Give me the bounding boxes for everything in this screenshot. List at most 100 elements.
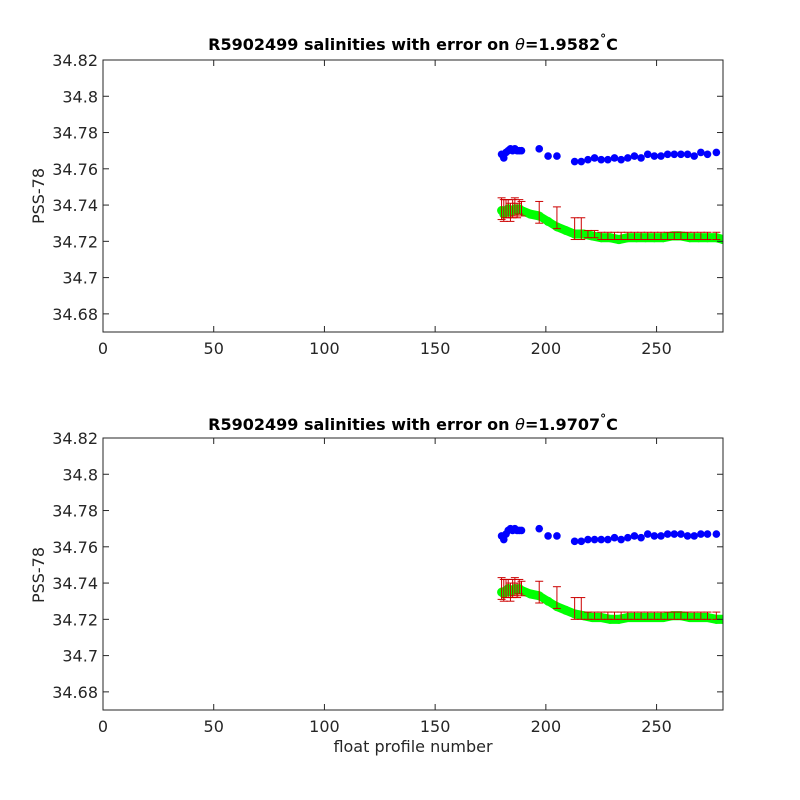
bottom-blue-point <box>657 532 665 540</box>
bottom-error-bar <box>517 580 526 597</box>
bottom-x-tick-label: 150 <box>420 717 451 736</box>
top-blue-point <box>677 150 685 159</box>
bottom-y-axis-label: PSS-78 <box>29 547 48 603</box>
bottom-chart-title: R5902499 salinities with error on θ=1.97… <box>208 412 618 434</box>
top-blue-point <box>604 155 612 164</box>
bottom-y-tick-label: 34.74 <box>52 574 98 593</box>
bottom-blue-point <box>677 530 685 538</box>
bottom-blue-point <box>637 533 645 542</box>
top-blue-point <box>670 150 679 159</box>
top-green-point <box>525 209 535 219</box>
bottom-green-point <box>694 613 704 623</box>
top-green-point <box>641 233 650 243</box>
top-blue-point <box>610 154 619 162</box>
bottom-error-bar <box>552 586 561 609</box>
top-y-tick-label: 34.76 <box>52 160 98 179</box>
bottom-x-tick-label: 250 <box>641 717 672 736</box>
bottom-error-bar <box>535 580 544 604</box>
bottom-blue-point <box>683 532 692 540</box>
top-blue-point <box>643 150 652 159</box>
bottom-blue-point <box>590 535 599 544</box>
bottom-blue-point <box>663 530 672 538</box>
bottom-blue-point <box>697 530 705 538</box>
top-blue-point <box>544 152 552 160</box>
bottom-blue-point <box>570 537 579 546</box>
top-error-bar <box>703 231 712 241</box>
top-blue-point <box>663 150 672 159</box>
top-green-point <box>632 233 642 243</box>
bottom-blue-point <box>690 532 699 540</box>
top-blue-point <box>535 145 544 153</box>
top-blue-point <box>703 150 712 159</box>
bottom-blue-point <box>544 532 552 540</box>
bottom-y-tick-label: 34.76 <box>52 538 98 557</box>
bottom-panel: 0 50 100 150 200 250 34.68 34.7 34.72 34.74 34.76 3… <box>29 412 724 756</box>
bottom-y-tick-label: 34.7 <box>62 647 98 666</box>
bottom-blue-point <box>643 530 652 538</box>
bottom-blue-point <box>650 532 659 540</box>
top-y-tick-label: 34.74 <box>52 196 98 215</box>
top-green-point <box>685 233 695 243</box>
bottom-y-tick-label: 34.68 <box>52 683 98 702</box>
bottom-green-point <box>561 605 571 615</box>
bottom-y-tick-label: 34.8 <box>62 465 98 484</box>
top-x-tick-label: 100 <box>309 339 340 358</box>
top-green-point <box>605 233 615 243</box>
top-blue-point <box>657 152 665 160</box>
top-axes-frame <box>102 59 724 333</box>
top-blue-point <box>697 148 705 157</box>
top-error-bar <box>590 229 599 239</box>
bottom-green-point <box>658 613 668 623</box>
top-y-axis-label: PSS-78 <box>29 168 48 224</box>
bottom-y-tick-label: 34.78 <box>52 502 98 521</box>
bottom-blue-point <box>617 535 625 544</box>
top-blue-point <box>637 154 645 162</box>
top-y-tick-label: 34.68 <box>52 305 98 324</box>
bottom-x-tick-label: 200 <box>531 717 562 736</box>
top-blue-point <box>683 150 692 159</box>
top-blue-point <box>577 157 586 166</box>
bottom-y-tick-label: 34.82 <box>52 429 98 448</box>
top-blue-point <box>584 155 592 164</box>
top-chart-title: R5902499 salinities with error on θ=1.95… <box>208 32 618 54</box>
top-green-point <box>561 225 571 235</box>
top-axis-ticks: 0 50 100 150 200 250 34.68 34.7 34.72 34.74 34.76 3… <box>52 51 723 358</box>
top-x-tick-label: 50 <box>204 339 224 358</box>
bottom-plot-area <box>497 524 723 624</box>
top-x-tick-label: 250 <box>641 339 672 358</box>
top-x-tick-label: 0 <box>98 339 108 358</box>
bottom-blue-point <box>670 530 679 538</box>
top-y-tick-label: 34.78 <box>52 124 98 143</box>
bottom-error-bar <box>703 611 712 620</box>
bottom-green-point <box>641 613 650 623</box>
top-x-tick-label: 150 <box>420 339 451 358</box>
top-blue-point <box>553 152 561 160</box>
top-y-tick-label: 34.82 <box>52 51 98 70</box>
top-error-bar <box>712 231 721 241</box>
top-blue-point <box>590 154 599 162</box>
bottom-blue-point <box>535 524 544 533</box>
top-error-bar <box>552 206 561 230</box>
bottom-green-point <box>685 613 695 623</box>
bottom-axes-frame <box>102 437 724 711</box>
bottom-blue-point <box>577 537 586 546</box>
bottom-x-tick-label: 50 <box>204 717 224 736</box>
top-plot-area <box>497 145 723 245</box>
bottom-blue-point <box>630 532 639 540</box>
top-blue-point <box>570 157 579 166</box>
top-blue-point <box>623 154 632 162</box>
bottom-green-point <box>587 613 597 623</box>
top-green-point <box>658 233 668 243</box>
top-x-tick-label: 200 <box>531 339 562 358</box>
bottom-green-point <box>525 589 535 599</box>
bottom-axis-ticks: 0 50 100 150 200 250 34.68 34.7 34.72 34.74 34.76 3… <box>52 429 723 736</box>
bottom-blue-point <box>703 530 712 538</box>
bottom-blue-point <box>604 535 612 544</box>
top-blue-point <box>597 155 606 164</box>
top-blue-point <box>617 155 625 164</box>
x-axis-label: float profile number <box>333 737 493 756</box>
top-y-tick-label: 34.8 <box>62 87 98 106</box>
bottom-blue-point <box>597 535 606 544</box>
bottom-green-point <box>543 596 553 606</box>
